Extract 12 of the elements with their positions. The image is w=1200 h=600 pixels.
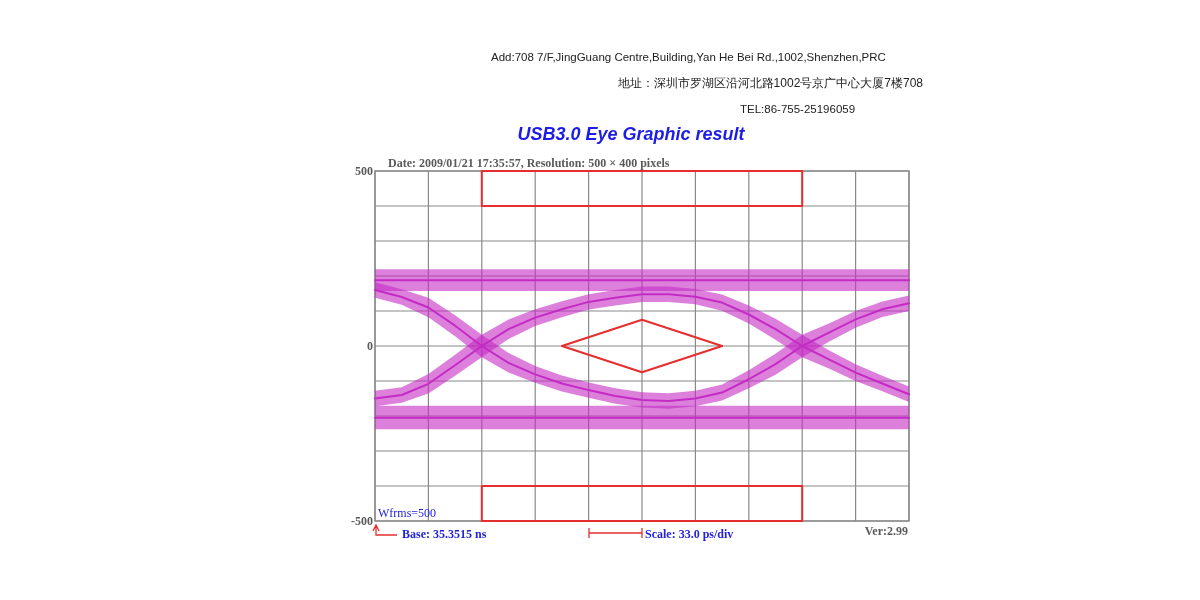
annotation: Ver:2.99	[864, 524, 908, 538]
chart-subtitle: Date: 2009/01/21 17:35:57, Resolution: 500 × 400 pixels	[388, 156, 670, 170]
annotation: TEL:86-755-25196059	[740, 103, 856, 115]
y-tick-label: 0	[367, 339, 373, 353]
y-tick-label: 500	[355, 164, 373, 178]
annotation: Wfrms=500	[378, 506, 437, 520]
annotation: Scale: 33.0 ps/div	[645, 527, 734, 541]
chart-title: USB3.0 Eye Graphic result	[517, 124, 745, 144]
y-tick-label: -500	[351, 514, 373, 528]
annotation: 地址：深圳市罗湖区沿河北路1002号京广中心大厦7楼708	[617, 76, 923, 90]
annotation: Base: 35.3515 ns	[402, 527, 487, 541]
annotation: Add:708 7/F,JingGuang Centre,Building,Yan He Bei Rd.,1002,Shenzhen,PRC	[491, 51, 886, 63]
